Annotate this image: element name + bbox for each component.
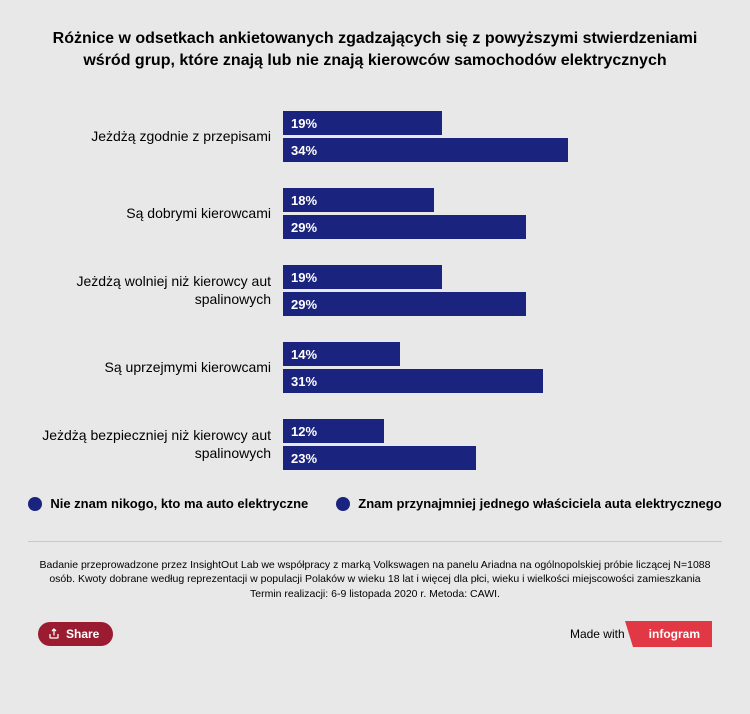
chart-row: Jeżdżą bezpieczniej niż kierowcy aut spa… [28,419,702,470]
bar: 14% [283,342,400,366]
legend-label: Nie znam nikogo, kto ma auto elektryczne [50,496,308,511]
bar-wrap: 31% [283,369,702,393]
bar-wrap: 19% [283,265,702,289]
bar-wrap: 34% [283,138,702,162]
legend-item: Nie znam nikogo, kto ma auto elektryczne [28,496,308,511]
bar-value: 19% [291,116,317,131]
branding[interactable]: Made with infogram [570,621,712,647]
footnote: Badanie przeprowadzone przez InsightOut … [28,541,722,613]
made-with-label: Made with [570,627,625,641]
bar: 29% [283,215,526,239]
share-button[interactable]: Share [38,622,113,646]
category-label: Są dobrymi kierowcami [28,205,283,223]
bar: 18% [283,188,434,212]
category-label: Jeżdżą zgodnie z przepisami [28,128,283,146]
bar-value: 18% [291,193,317,208]
bar-group: 19% 29% [283,265,702,316]
bar-wrap: 23% [283,446,702,470]
bar-group: 12% 23% [283,419,702,470]
legend-label: Znam przynajmniej jednego właściciela au… [358,496,721,511]
chart-area: Jeżdżą zgodnie z przepisami 19% 34% Są dobr… [28,111,722,470]
infogram-badge: infogram [633,621,712,647]
bar: 19% [283,265,442,289]
bar-wrap: 18% [283,188,702,212]
bar-value: 31% [291,374,317,389]
category-label: Jeżdżą bezpieczniej niż kierowcy aut spa… [28,427,283,462]
bar-value: 14% [291,347,317,362]
share-label: Share [66,627,99,641]
bar-wrap: 14% [283,342,702,366]
chart-row: Jeżdżą zgodnie z przepisami 19% 34% [28,111,702,162]
bar-wrap: 12% [283,419,702,443]
bar: 19% [283,111,442,135]
share-icon [48,628,60,640]
bar: 29% [283,292,526,316]
bar-group: 14% 31% [283,342,702,393]
bar-wrap: 19% [283,111,702,135]
bar: 12% [283,419,384,443]
legend-swatch [28,497,42,511]
chart-row: Jeżdżą wolniej niż kierowcy aut spalinow… [28,265,702,316]
chart-row: Są uprzejmymi kierowcami 14% 31% [28,342,702,393]
bar: 31% [283,369,543,393]
bar-value: 19% [291,270,317,285]
category-label: Jeżdżą wolniej niż kierowcy aut spalinow… [28,273,283,308]
bar-wrap: 29% [283,215,702,239]
bar: 23% [283,446,476,470]
legend-swatch [336,497,350,511]
bar-value: 23% [291,451,317,466]
bottom-bar: Share Made with infogram [28,613,722,657]
bar-wrap: 29% [283,292,702,316]
chart-title: Różnice w odsetkach ankietowanych zgadza… [28,28,722,71]
chart-row: Są dobrymi kierowcami 18% 29% [28,188,702,239]
infographic-container: Różnice w odsetkach ankietowanych zgadza… [0,0,750,714]
bar-value: 12% [291,424,317,439]
bar-value: 29% [291,297,317,312]
bar-group: 18% 29% [283,188,702,239]
legend-item: Znam przynajmniej jednego właściciela au… [336,496,721,511]
bar-group: 19% 34% [283,111,702,162]
category-label: Są uprzejmymi kierowcami [28,359,283,377]
bar-value: 29% [291,220,317,235]
bar: 34% [283,138,568,162]
bar-value: 34% [291,143,317,158]
legend: Nie znam nikogo, kto ma auto elektryczne… [28,496,722,511]
